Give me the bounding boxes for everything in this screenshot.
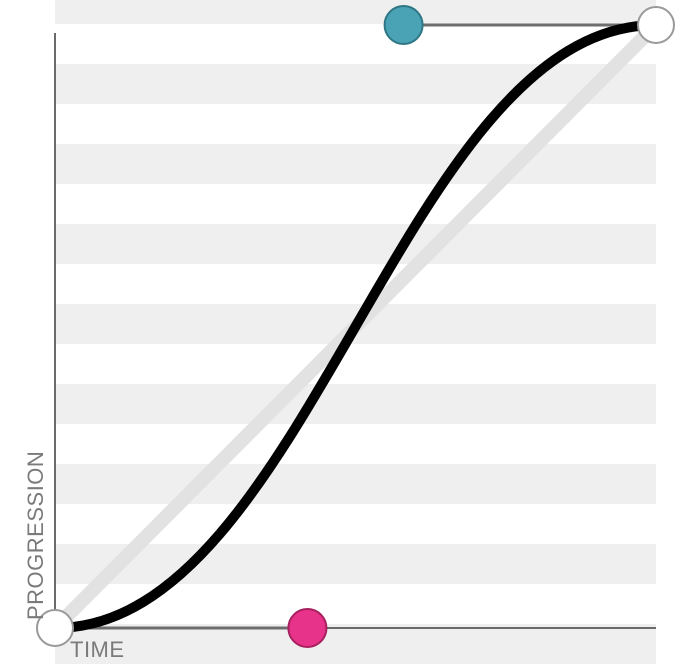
control-point-2-handle[interactable] [383, 5, 424, 45]
start-point [36, 609, 74, 647]
y-axis-label: PROGRESSION [23, 451, 48, 620]
end-point [637, 6, 675, 44]
background-stripe [55, 64, 656, 104]
easing-curve [50, 20, 661, 633]
x-axis-label: TIME [70, 637, 125, 662]
background-stripe [55, 144, 656, 184]
background-stripe [55, 0, 656, 24]
control-point-1-handle[interactable] [287, 608, 328, 648]
background-stripe [55, 384, 656, 424]
background-stripe [55, 544, 656, 584]
background-stripe [55, 464, 656, 504]
background-stripe [55, 624, 656, 664]
background-stripe [55, 224, 656, 264]
